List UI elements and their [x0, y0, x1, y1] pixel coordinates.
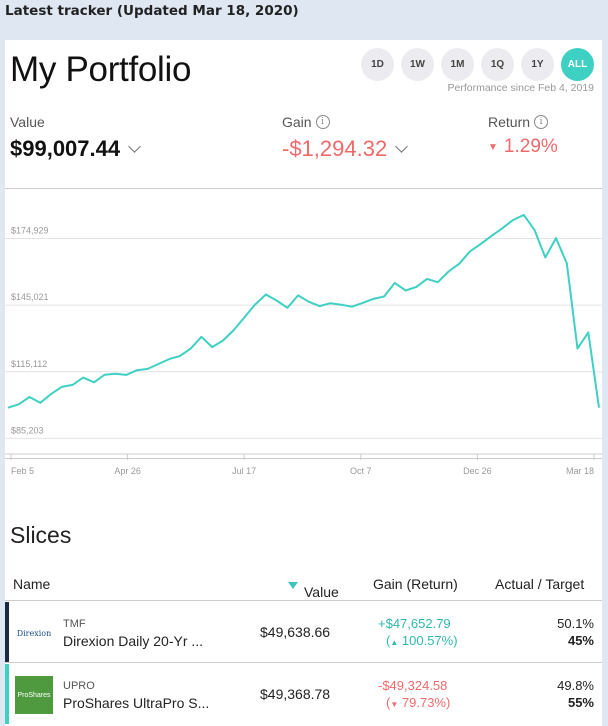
slice-row-tmf[interactable]: Direxion TMF Direxion Daily 20-Yr ... $4…: [5, 602, 602, 662]
x-tick-label: Oct 7: [350, 466, 372, 476]
return-value: ▼ 1.29%: [488, 136, 558, 158]
time-range-selector: 1D 1W 1M 1Q 1Y ALL: [361, 48, 594, 81]
direxion-logo: Direxion: [16, 628, 52, 638]
slice-actual: 49.8%: [557, 678, 594, 693]
slices-table-header: Name Value Gain (Return) Actual / Target: [5, 568, 602, 600]
down-triangle-icon: ▼: [488, 141, 498, 153]
y-tick-label: $115,112: [11, 359, 47, 369]
return-stat: Return i ▼ 1.29%: [488, 114, 558, 158]
gain-label: Gain: [282, 114, 312, 130]
name-column-header[interactable]: Name: [13, 576, 51, 592]
range-1m-button[interactable]: 1M: [441, 48, 474, 81]
x-tick-label: Dec 26: [463, 466, 492, 476]
performance-note: Performance since Feb 4, 2019: [447, 82, 595, 94]
slice-value: $49,638.66: [260, 624, 331, 640]
slices-title: Slices: [10, 522, 72, 548]
slice-row-upro[interactable]: ProShares UPRO ProShares UltraPro S... $…: [5, 664, 602, 724]
slice-ticker: TMF: [63, 618, 86, 630]
range-1d-button[interactable]: 1D: [361, 48, 394, 81]
value-stat: Value $99,007.44: [10, 114, 141, 162]
sort-desc-icon: [288, 581, 298, 589]
info-icon[interactable]: i: [315, 115, 330, 129]
slice-actual: 50.1%: [557, 616, 594, 631]
y-tick-label: $145,021: [11, 292, 49, 302]
up-dot-icon: ▲: [390, 638, 399, 647]
proshares-logo: ProShares: [15, 676, 53, 714]
x-tick-label: Jul 17: [232, 466, 256, 476]
slice-gain: +$47,652.79: [378, 616, 451, 631]
performance-chart[interactable]: $174,929 $145,021 $115,112 $85,203 Feb 5 Apr …: [5, 188, 602, 488]
portfolio-value-line: [7, 213, 600, 409]
value-amount: $99,007.44: [10, 136, 121, 161]
gain-amount: -$1,294.32: [282, 136, 388, 161]
gain-stat: Gain i -$1,294.32: [282, 114, 409, 162]
y-tick-label: $174,929: [11, 225, 49, 235]
chevron-down-icon: [395, 139, 409, 153]
row-stripe: [5, 664, 9, 724]
info-icon[interactable]: i: [534, 115, 549, 129]
value-column-header[interactable]: Value: [288, 576, 339, 600]
slice-return: (▼ 79.73%): [386, 695, 451, 710]
row-stripe: [5, 602, 9, 662]
value-label: Value: [10, 114, 45, 130]
slice-name: Direxion Daily 20-Yr ...: [63, 633, 204, 649]
divider: [5, 600, 602, 601]
slice-gain: -$49,324.58: [378, 678, 448, 693]
alloc-column-header[interactable]: Actual / Target: [495, 576, 585, 592]
return-label: Return: [488, 114, 531, 130]
x-tick-label: Apr 26: [114, 466, 141, 476]
y-tick-label: $85,203: [11, 425, 44, 435]
portfolio-title: My Portfolio: [10, 50, 192, 89]
slice-target: 55%: [567, 695, 594, 710]
divider: [5, 662, 602, 663]
range-all-button[interactable]: ALL: [561, 48, 594, 81]
x-tick-label: Feb 5: [11, 466, 34, 476]
range-1w-button[interactable]: 1W: [401, 48, 434, 81]
slice-target: 45%: [567, 633, 594, 648]
gain-column-header[interactable]: Gain (Return): [373, 576, 458, 592]
range-1y-button[interactable]: 1Y: [521, 48, 554, 81]
return-percent: 1.29%: [503, 136, 558, 157]
gain-dropdown[interactable]: -$1,294.32: [282, 136, 409, 162]
portfolio-card: My Portfolio 1D 1W 1M 1Q 1Y ALL Performa…: [5, 40, 602, 726]
range-1q-button[interactable]: 1Q: [481, 48, 514, 81]
slice-ticker: UPRO: [63, 680, 95, 692]
slice-value: $49,368.78: [260, 686, 331, 702]
divider: [5, 188, 602, 189]
down-dot-icon: ▼: [390, 700, 399, 709]
divider: [5, 458, 602, 459]
page-title: Latest tracker (Updated Mar 18, 2020): [5, 3, 299, 19]
x-tick-label: Mar 18: [566, 466, 594, 476]
slice-name: ProShares UltraPro S...: [63, 695, 210, 711]
value-dropdown[interactable]: $99,007.44: [10, 136, 141, 162]
chevron-down-icon: [128, 139, 141, 153]
slice-return: (▲ 100.57%): [386, 633, 458, 648]
